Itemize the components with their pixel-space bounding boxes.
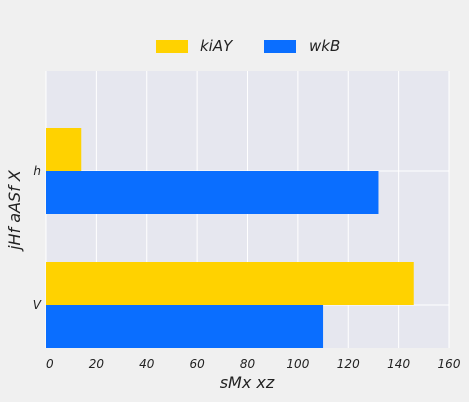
y-tick-label: V bbox=[33, 298, 42, 312]
legend-swatch-kiay bbox=[156, 40, 188, 53]
bar-wkb-h bbox=[46, 171, 379, 214]
legend: kiAY wkB bbox=[156, 37, 340, 55]
bar-wkb-v bbox=[46, 305, 324, 348]
x-tick-label: 40 bbox=[139, 357, 155, 371]
x-tick-label: 60 bbox=[189, 357, 205, 371]
legend-label-wkb: wkB bbox=[309, 37, 340, 55]
y-tick-label: h bbox=[33, 164, 41, 178]
x-tick-label: 80 bbox=[240, 357, 256, 371]
bars bbox=[46, 128, 414, 348]
legend-swatch-wkb bbox=[264, 40, 296, 53]
x-tick-label: 120 bbox=[337, 357, 360, 371]
x-tick-label: 140 bbox=[387, 357, 410, 371]
x-tick-label: 0 bbox=[46, 357, 54, 371]
x-axis-label: sMx xz bbox=[220, 373, 275, 392]
bar-kiay-v bbox=[46, 262, 414, 305]
x-tick-labels: 0 20 40 60 80 100 120 140 160 bbox=[46, 357, 461, 371]
x-tick-label: 20 bbox=[89, 357, 105, 371]
y-axis-label: jHf aASf X bbox=[5, 169, 24, 252]
bar-kiay-h bbox=[46, 128, 82, 171]
legend-label-kiay: kiAY bbox=[200, 37, 234, 55]
x-tick-label: 100 bbox=[286, 357, 309, 371]
x-tick-label: 160 bbox=[438, 357, 461, 371]
y-tick-labels: hV bbox=[33, 164, 42, 312]
